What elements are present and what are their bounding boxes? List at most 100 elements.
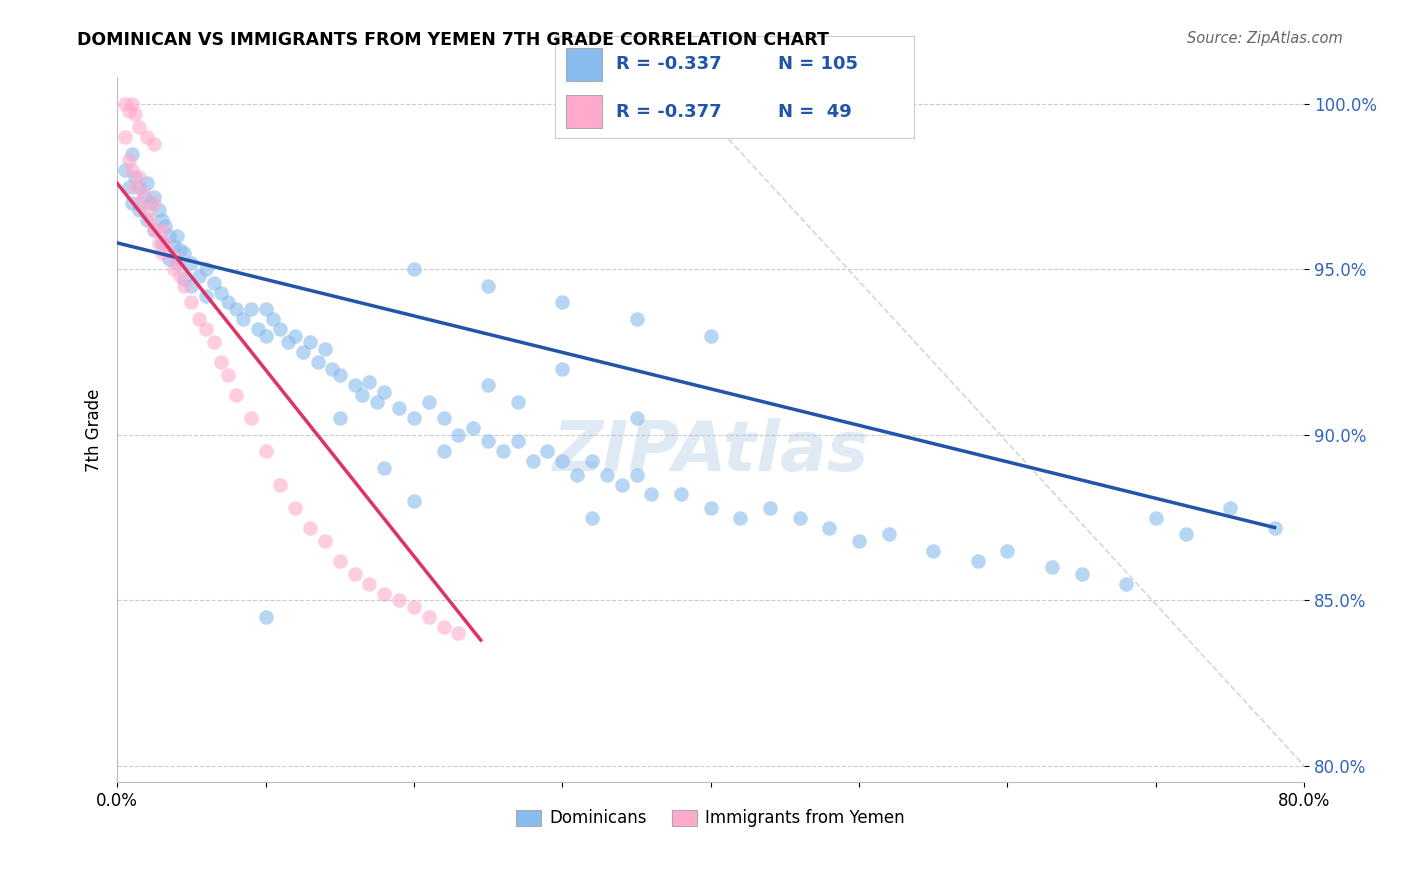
Point [730,510,752,524]
Point [121,146,143,161]
Point [522,454,544,468]
Point [254,610,277,624]
Text: ZIPAtlas: ZIPAtlas [553,417,869,484]
Point [121,196,143,211]
Point [187,312,209,326]
Point [343,566,366,581]
Point [143,189,166,203]
Point [284,328,307,343]
Point [402,599,425,614]
Point [128,196,150,211]
Point [173,245,195,260]
Point [536,444,558,458]
Point [143,136,166,151]
Point [759,500,782,515]
Point [225,302,247,317]
Point [143,196,166,211]
Point [373,587,395,601]
Point [132,186,155,201]
Point [173,272,195,286]
Point [329,411,352,425]
Point [373,461,395,475]
Point [388,401,411,416]
Point [135,130,157,145]
FancyBboxPatch shape [567,95,602,128]
Point [848,533,870,548]
Point [166,252,188,267]
Point [402,494,425,508]
Point [291,345,314,359]
Point [157,245,180,260]
Point [239,411,262,425]
Point [180,279,202,293]
Point [1264,520,1286,534]
Point [217,368,239,383]
Point [247,322,270,336]
Point [477,279,499,293]
Point [314,342,336,356]
Point [669,487,692,501]
Point [114,163,136,178]
Point [143,222,166,236]
Point [433,620,456,634]
Point [299,520,322,534]
Point [150,212,173,227]
Point [150,245,173,260]
Point [388,593,411,607]
Point [153,235,176,250]
Point [640,487,662,501]
Point [402,262,425,277]
Point [626,312,648,326]
Point [418,394,440,409]
Point [118,103,141,118]
Point [254,302,277,317]
Point [329,553,352,567]
Point [202,335,225,350]
Point [359,576,381,591]
Text: N = 105: N = 105 [778,55,858,73]
Point [169,268,191,283]
Point [366,394,388,409]
Point [359,375,381,389]
Point [447,428,470,442]
Point [565,467,588,482]
Point [966,553,988,567]
Point [128,169,150,184]
Point [173,279,195,293]
Point [551,295,574,310]
Point [239,302,262,317]
Point [195,322,218,336]
Point [254,444,277,458]
Point [477,378,499,392]
Point [232,312,254,326]
Point [506,434,529,449]
Point [433,411,456,425]
Point [153,219,176,234]
Point [150,235,173,250]
Point [202,276,225,290]
Point [114,96,136,111]
Point [418,610,440,624]
Point [626,467,648,482]
Point [162,239,184,253]
Point [114,130,136,145]
Point [139,212,162,227]
Point [150,222,173,236]
FancyBboxPatch shape [567,48,602,81]
Point [217,295,239,310]
Point [818,520,841,534]
Point [121,163,143,178]
Point [128,179,150,194]
Point [135,212,157,227]
Point [284,500,307,515]
Point [135,202,157,217]
Point [997,543,1019,558]
Point [124,169,146,184]
Point [1219,500,1241,515]
Point [922,543,945,558]
Point [463,421,485,435]
Point [118,179,141,194]
Point [373,384,395,399]
Point [187,268,209,283]
Point [195,262,218,277]
